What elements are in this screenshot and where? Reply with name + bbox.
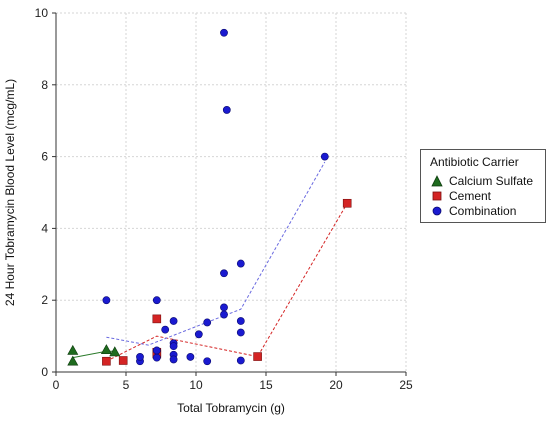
data-point (152, 296, 161, 305)
y-tick-label: 6 (41, 150, 48, 164)
trend-line (106, 203, 348, 362)
data-point (203, 318, 212, 327)
data-point (136, 353, 144, 361)
data-point (109, 346, 121, 357)
x-tick-label: 5 (123, 378, 130, 392)
y-tick-label: 4 (41, 221, 48, 235)
data-point (67, 355, 79, 366)
data-point (342, 198, 352, 208)
legend-item-cement: Cement (431, 189, 491, 203)
data-point (203, 357, 212, 366)
x-axis-label: Total Tobramycin (g) (177, 401, 285, 415)
data-points (67, 28, 352, 366)
grid (55, 12, 407, 373)
data-point (152, 353, 161, 362)
legend-label: Combination (449, 204, 517, 218)
square-marker-icon (432, 191, 442, 201)
x-tick-label: 0 (53, 378, 60, 392)
data-point (220, 28, 228, 37)
legend-label: Cement (449, 189, 492, 203)
y-tick-label: 8 (41, 78, 48, 92)
legend-item-combination: Combination (431, 204, 516, 218)
y-tick-label: 2 (41, 293, 48, 307)
x-tick-label: 20 (329, 378, 343, 392)
data-point (152, 346, 161, 355)
y-tick-label: 0 (41, 365, 48, 379)
data-point (161, 325, 170, 334)
data-point (118, 356, 128, 365)
data-point (152, 314, 162, 324)
x-tick-label: 10 (189, 378, 203, 392)
data-point (67, 344, 79, 355)
data-point (253, 352, 262, 361)
x-tick-label: 15 (259, 378, 273, 392)
trend-line (106, 161, 326, 346)
data-point (222, 106, 231, 114)
data-point (236, 356, 245, 365)
legend-title: Antibiotic Carrier (430, 155, 519, 169)
y-tick-label: 10 (35, 6, 49, 20)
y-tick-labels: 0 2 4 6 8 10 (35, 6, 49, 379)
data-point (169, 317, 178, 325)
data-point (220, 310, 228, 319)
triangle-marker-icon (431, 175, 443, 187)
trend-lines (72, 161, 348, 362)
y-axis-label: 24 Hour Tobramycin Blood Level (mcg/mL) (3, 79, 17, 306)
x-tick-label: 25 (399, 378, 413, 392)
data-point (320, 152, 329, 161)
data-point (220, 269, 228, 278)
axes (52, 12, 407, 376)
data-point (220, 303, 228, 312)
circle-marker-icon (432, 206, 442, 216)
legend-label: Calcium Sulfate (449, 174, 534, 188)
data-point (236, 328, 245, 337)
legend-item-calcium-sulfate: Calcium Sulfate (431, 174, 533, 188)
data-point (169, 355, 178, 364)
data-point (100, 344, 112, 355)
data-point (169, 342, 178, 351)
data-point (186, 353, 195, 361)
x-tick-labels: 0 5 10 15 20 25 (53, 378, 413, 392)
data-point (236, 259, 245, 268)
data-point (102, 296, 111, 305)
data-point (194, 330, 203, 339)
legend: Antibiotic Carrier Calcium Sulfate Cemen… (420, 149, 546, 223)
data-point (102, 356, 111, 366)
data-point (236, 317, 245, 325)
